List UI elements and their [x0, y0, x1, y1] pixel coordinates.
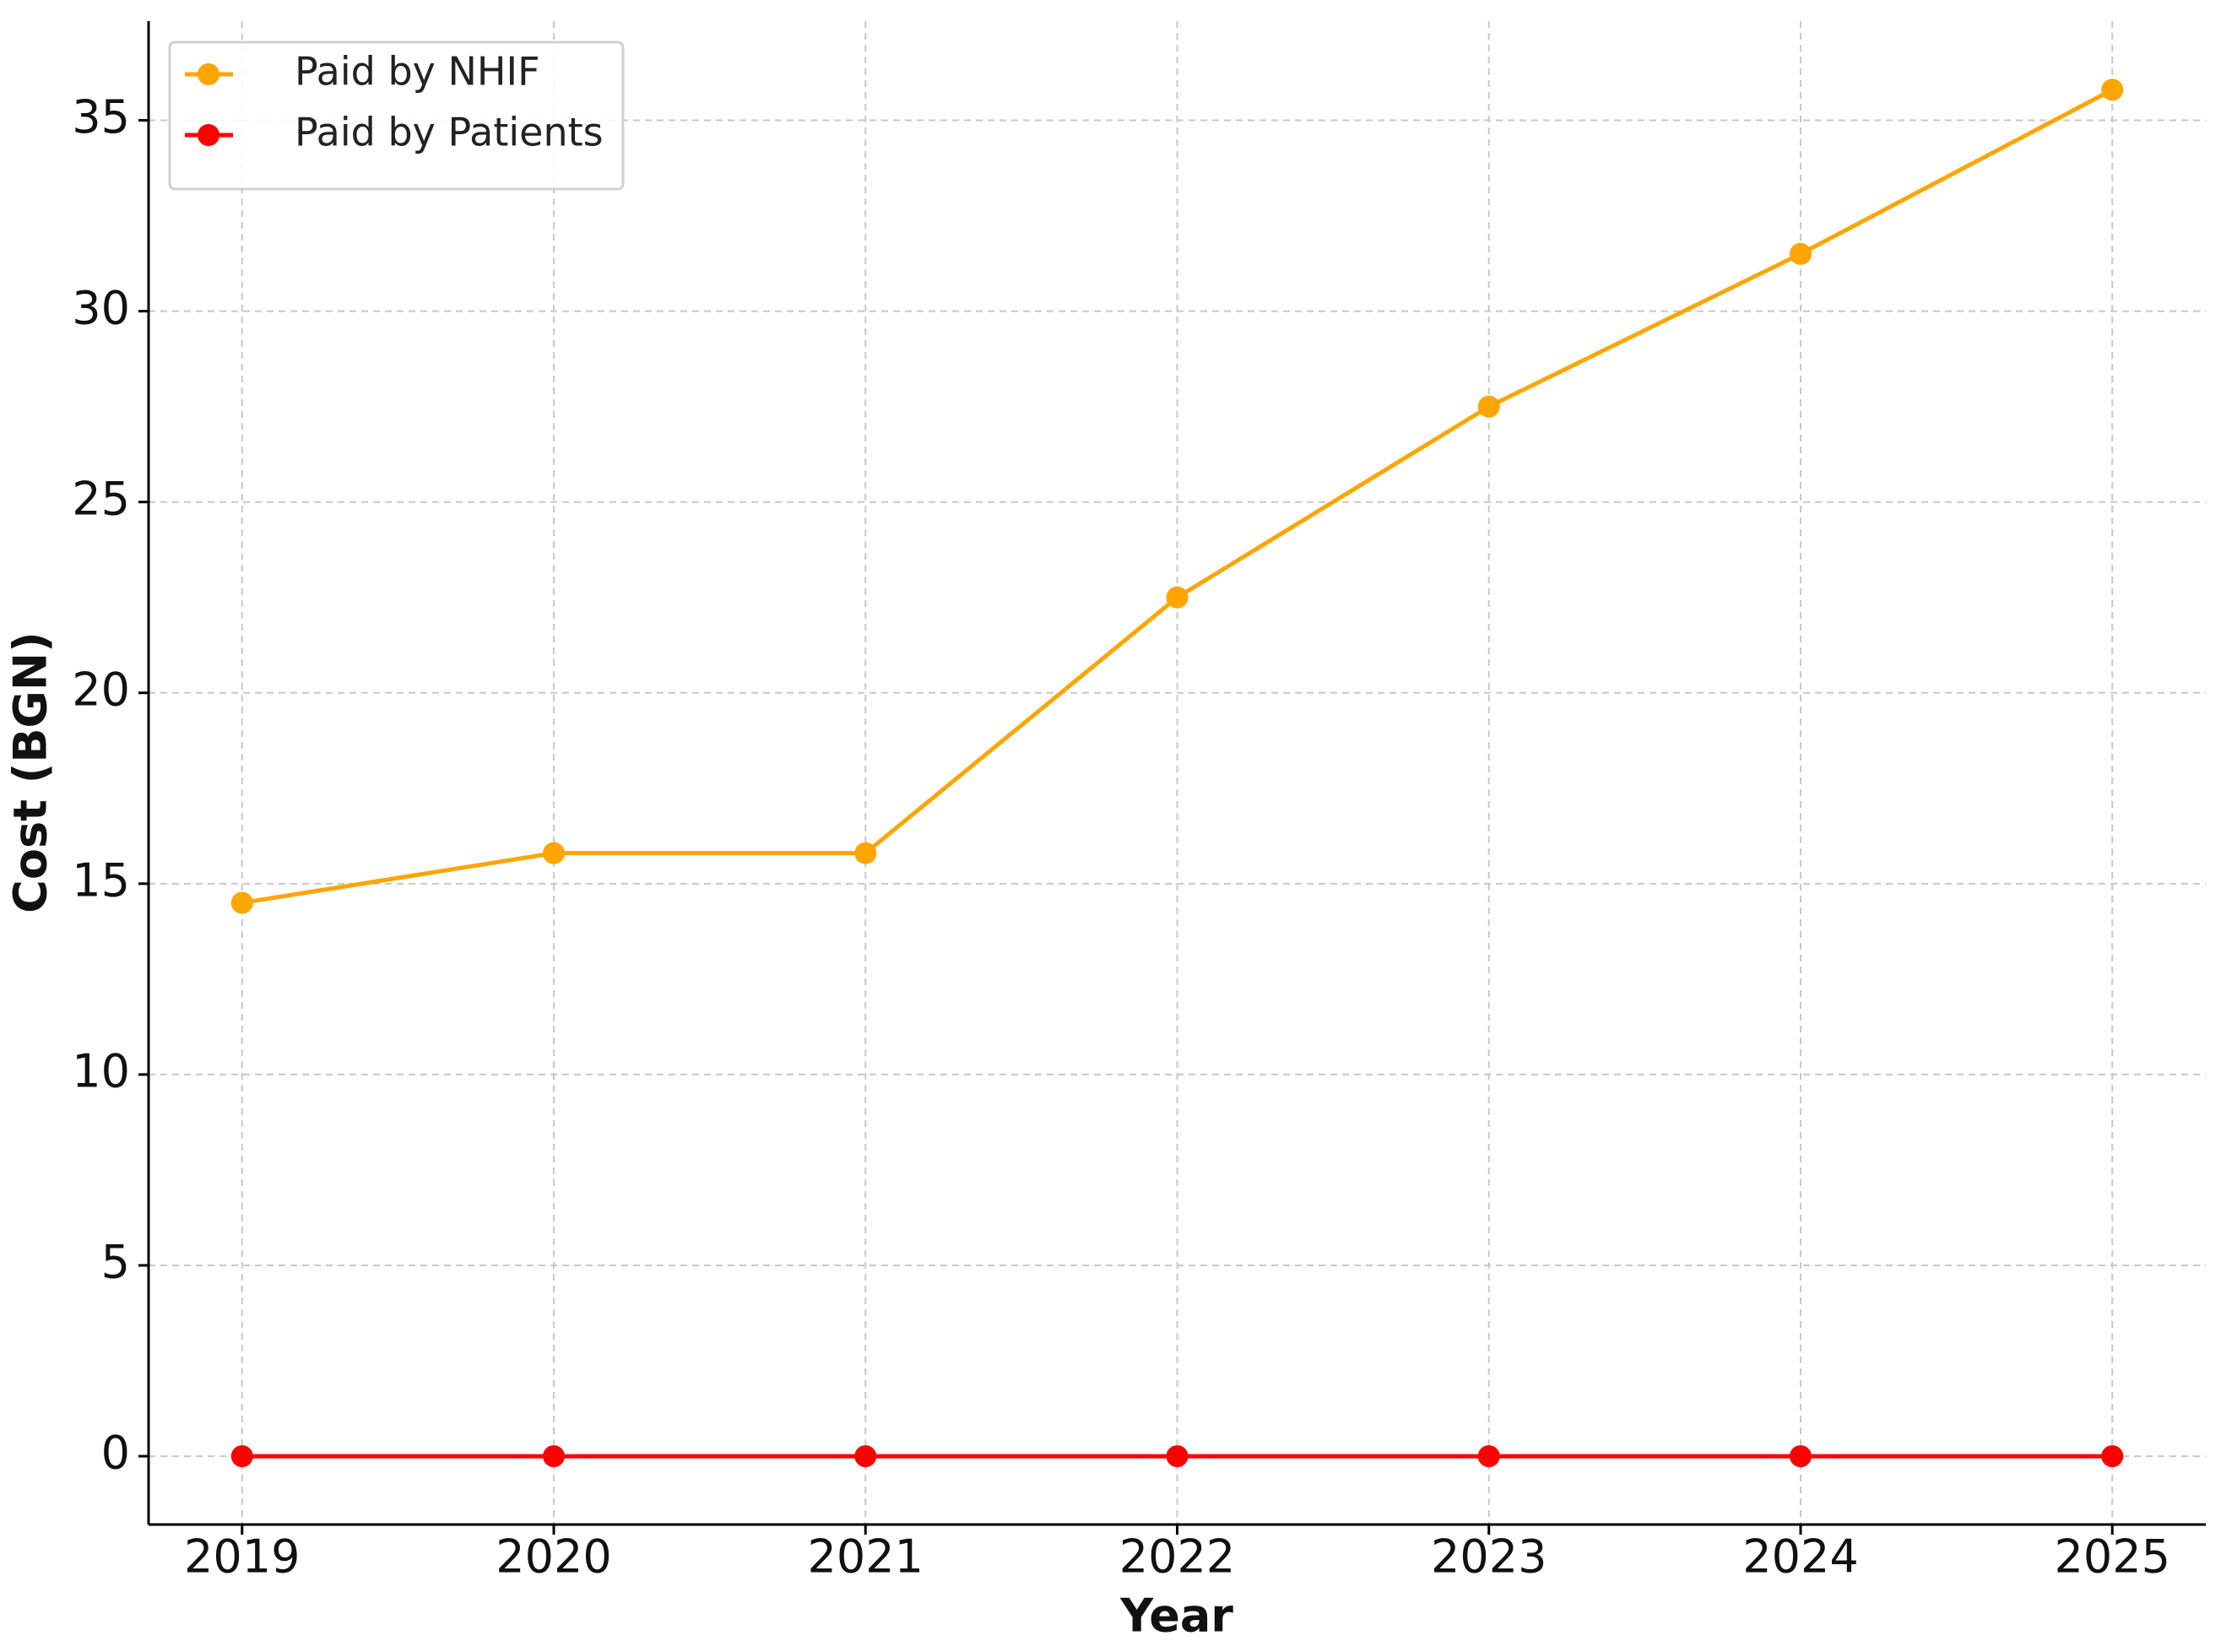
y-tick-label: 35 — [72, 90, 130, 144]
point — [1477, 1445, 1500, 1468]
y-tick-label: 20 — [72, 663, 130, 716]
x-tick-label: 2019 — [184, 1530, 300, 1584]
legend-label: Paid by NHIF — [295, 49, 540, 95]
y-tick-label: 30 — [72, 281, 130, 334]
x-tick-label: 2021 — [808, 1530, 924, 1584]
legend: Paid by NHIF Paid by Patients — [168, 41, 625, 191]
legend-label: Paid by Patients — [295, 110, 604, 155]
y-tick-label: 5 — [101, 1236, 130, 1289]
point — [1789, 242, 1812, 265]
x-tick-label: 2020 — [496, 1530, 611, 1584]
point — [2101, 1445, 2124, 1468]
x-tick-label: 2023 — [1431, 1530, 1547, 1584]
legend-marker — [198, 63, 219, 85]
point — [230, 1445, 253, 1468]
x-axis-label: Year — [1119, 1590, 1233, 1643]
y-tick-label: 0 — [101, 1427, 130, 1480]
y-tick-label: 15 — [72, 853, 130, 907]
y-tick-label: 10 — [72, 1045, 130, 1098]
point — [543, 842, 566, 864]
point — [543, 1445, 566, 1468]
x-tick-label: 2025 — [2055, 1530, 2170, 1584]
point — [1166, 1445, 1189, 1468]
legend-box — [168, 41, 625, 191]
point — [854, 842, 877, 864]
point — [1166, 586, 1189, 609]
y-tick-label: 25 — [72, 472, 130, 525]
point — [2101, 79, 2124, 101]
x-tick-label: 2022 — [1119, 1530, 1235, 1584]
point — [854, 1445, 877, 1468]
point — [1477, 395, 1500, 418]
y-axis-label: Cost (BGN) — [4, 631, 57, 913]
point — [1789, 1445, 1812, 1468]
point — [230, 891, 253, 914]
x-tick-label: 2024 — [1742, 1530, 1858, 1584]
legend-marker — [198, 124, 219, 146]
